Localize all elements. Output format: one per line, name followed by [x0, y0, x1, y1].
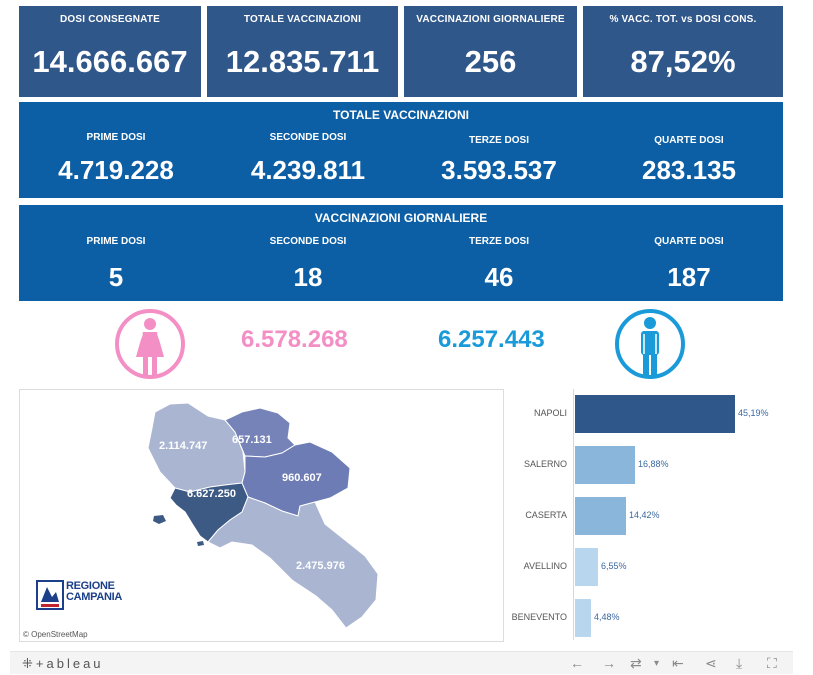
cell-label: SECONDE DOSI — [269, 236, 347, 247]
cell-value: 4.719.228 — [58, 155, 174, 185]
kpi-percent-vacc: % VACC. TOT. vs DOSI CONS. 87,52% — [583, 6, 783, 97]
map-label-avellino: 960.607 — [282, 472, 322, 484]
giornaliere-prime-dosi: PRIME DOSI 5 — [21, 236, 211, 293]
cell-label: SECONDE DOSI — [269, 132, 347, 143]
totale-quarte-dosi: QUARTE DOSI 283.135 — [594, 135, 784, 186]
cell-value: 283.135 — [642, 155, 736, 185]
cell-label: QUARTE DOSI — [654, 135, 724, 146]
bar[interactable] — [575, 497, 626, 535]
bar-value-label: 14,42% — [629, 510, 660, 520]
panel-title: TOTALE VACCINAZIONI — [333, 108, 469, 122]
bar-category-label: BENEVENTO — [511, 612, 567, 622]
tableau-logo[interactable]: ⁜+ableau — [22, 656, 104, 672]
giornaliere-quarte-dosi: QUARTE DOSI 187 — [594, 236, 784, 293]
map-label-salerno: 2.475.976 — [296, 560, 345, 572]
cell-value: 187 — [667, 262, 711, 292]
bar[interactable] — [575, 395, 735, 433]
chevron-down-icon[interactable]: ▾ — [654, 658, 660, 669]
map-canvas[interactable] — [20, 390, 503, 641]
bar-value-label: 4,48% — [594, 612, 620, 622]
bar[interactable] — [575, 446, 635, 484]
female-icon — [115, 309, 185, 379]
cell-value: 46 — [484, 262, 514, 292]
island-capri — [197, 541, 204, 546]
cell-value: 3.593.537 — [441, 155, 557, 185]
totale-vaccinazioni-panel: TOTALE VACCINAZIONI PRIME DOSI 4.719.228… — [19, 102, 783, 198]
kpi-label: DOSI CONSEGNATE — [59, 14, 161, 25]
cell-label: QUARTE DOSI — [654, 236, 724, 247]
cell-label: PRIME DOSI — [86, 236, 146, 247]
totale-seconde-dosi: SECONDE DOSI 4.239.811 — [213, 132, 403, 186]
region-benevento — [224, 407, 296, 458]
map-attribution[interactable]: © OpenStreetMap — [23, 630, 88, 639]
kpi-label: % VACC. TOT. vs DOSI CONS. — [609, 14, 757, 25]
bar-value-label: 16,88% — [638, 459, 669, 469]
chart-axis-line — [573, 389, 574, 640]
kpi-totale-vaccinazioni: TOTALE VACCINAZIONI 12.835.711 — [207, 6, 398, 97]
fullscreen-icon[interactable]: ⛶ — [767, 655, 777, 671]
tableau-toolbar: ⁜+ableau ← → ⇄ ▾ ⇤ ⋖ ⤓ ⛶ — [10, 651, 793, 674]
vaccinazioni-giornaliere-panel: VACCINAZIONI GIORNALIERE PRIME DOSI 5 SE… — [19, 205, 783, 301]
reset-icon[interactable]: ⇤ — [672, 655, 684, 671]
bar[interactable] — [575, 599, 591, 637]
cell-value: 5 — [108, 262, 124, 292]
female-total: 6.578.268 — [241, 326, 348, 353]
kpi-vaccinazioni-giornaliere: VACCINAZIONI GIORNALIERE 256 — [404, 6, 577, 97]
redo-icon[interactable]: → — [602, 655, 616, 671]
bar-category-label: CASERTA — [525, 510, 567, 520]
undo-icon[interactable]: ← — [570, 655, 584, 671]
bar-category-label: NAPOLI — [533, 408, 567, 418]
giornaliere-seconde-dosi: SECONDE DOSI 18 — [213, 236, 403, 293]
kpi-value: 12.835.711 — [225, 44, 380, 79]
percentuale-province-chart: NAPOLI 45,19% SALERNO 16,88% CASERTA 14,42% AV… — [505, 389, 805, 640]
kpi-label: VACCINAZIONI GIORNALIERE — [416, 14, 565, 25]
kpi-dosi-consegnate: DOSI CONSEGNATE 14.666.667 — [19, 6, 201, 97]
map-label-benevento: 657.131 — [232, 434, 272, 446]
island-ischia — [153, 515, 166, 524]
map-label-napoli: 6.627.250 — [187, 488, 236, 500]
cell-label: TERZE DOSI — [468, 135, 529, 146]
revert-icon[interactable]: ⇄ — [630, 655, 642, 671]
logo-text-regione: REGIONE — [66, 580, 115, 592]
campania-map[interactable]: 2.114.747 657.131 960.607 6.627.250 2.47… — [19, 389, 504, 642]
kpi-value: 87,52% — [630, 44, 736, 79]
bar-value-label: 45,19% — [738, 408, 769, 418]
totale-prime-dosi: PRIME DOSI 4.719.228 — [21, 132, 211, 186]
cell-value: 4.239.811 — [250, 155, 366, 185]
panel-title: VACCINAZIONI GIORNALIERE — [314, 211, 488, 225]
download-icon[interactable]: ⤓ — [736, 655, 743, 671]
tableau-plus-icon: ⁜ — [22, 656, 36, 671]
cell-label: PRIME DOSI — [86, 132, 146, 143]
map-label-caserta: 2.114.747 — [159, 440, 208, 452]
bar[interactable] — [575, 548, 598, 586]
kpi-label: TOTALE VACCINAZIONI — [243, 14, 362, 25]
share-icon[interactable]: ⋖ — [705, 655, 717, 671]
bar-value-label: 6,55% — [601, 561, 627, 571]
bar-category-label: SALERNO — [523, 459, 567, 469]
bar-category-label: AVELLINO — [523, 561, 567, 571]
giornaliere-terze-dosi: TERZE DOSI 46 — [404, 236, 594, 293]
logo-text-campania: CAMPANIA — [66, 591, 123, 603]
cell-label: TERZE DOSI — [468, 236, 529, 247]
kpi-value: 14.666.667 — [32, 44, 188, 79]
male-total: 6.257.443 — [438, 326, 545, 353]
totale-terze-dosi: TERZE DOSI 3.593.537 — [404, 135, 594, 186]
tableau-brand: +ableau — [35, 656, 104, 671]
region-salerno — [207, 496, 379, 629]
kpi-value: 256 — [464, 44, 517, 79]
cell-value: 18 — [293, 262, 323, 292]
regione-campania-logo-icon — [36, 580, 64, 610]
male-icon — [615, 309, 685, 379]
